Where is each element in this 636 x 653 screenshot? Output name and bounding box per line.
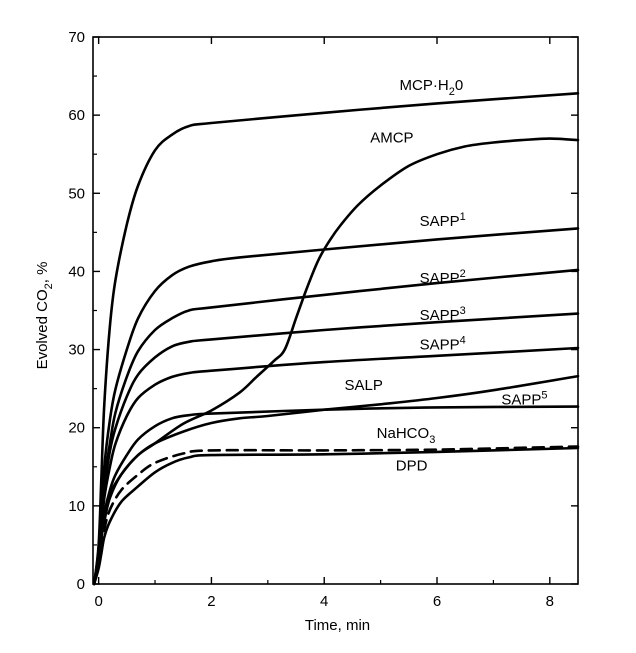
series-label-dpd: DPD bbox=[396, 458, 428, 475]
series-labels: MCP·H20 AMCP SAPP1 SAPP2 SAPP3 SAPP4 SALP SAPP5… bbox=[345, 77, 548, 475]
y-tick-label: 40 bbox=[68, 263, 85, 280]
plot-frame bbox=[92, 36, 579, 585]
x-tick-label: 4 bbox=[320, 593, 328, 610]
y-tick-label: 50 bbox=[68, 185, 85, 202]
y-tick-label: 30 bbox=[68, 342, 85, 359]
y-tick-label: 10 bbox=[68, 498, 85, 515]
series-label-sapp5: SAPP5 bbox=[501, 389, 547, 408]
series-label-sapp4: SAPP4 bbox=[420, 335, 466, 354]
x-tick-label: 2 bbox=[207, 593, 215, 610]
series-label-sapp3: SAPP3 bbox=[420, 305, 466, 324]
x-axis-title: Time, min bbox=[305, 617, 370, 634]
x-tick-label: 8 bbox=[546, 593, 554, 610]
y-tick-label: 70 bbox=[68, 29, 85, 46]
series-label-mcp-h20: MCP·H20 bbox=[400, 77, 464, 98]
y-tick-label: 0 bbox=[77, 576, 85, 593]
y-axis-title: Evolved CO2, % bbox=[34, 262, 55, 370]
y-tick-label: 60 bbox=[68, 107, 85, 124]
x-tick-label: 0 bbox=[94, 593, 102, 610]
series-label-sapp1: SAPP1 bbox=[420, 211, 466, 230]
series-label-nahco3: NaHCO3 bbox=[377, 425, 436, 446]
series-label-salp: SALP bbox=[345, 377, 383, 394]
x-tick-label: 6 bbox=[433, 593, 441, 610]
series-label-amcp: AMCP bbox=[370, 129, 413, 146]
series-line-nahco3 bbox=[92, 445, 580, 586]
series-label-sapp2: SAPP2 bbox=[420, 268, 466, 287]
series-line-mcp-h20 bbox=[92, 92, 580, 586]
series-line-sapp5 bbox=[92, 405, 580, 586]
y-tick-label: 20 bbox=[68, 420, 85, 437]
y-axis-ticks: 0 10 20 30 40 50 60 70 bbox=[68, 29, 578, 593]
series-line-dpd bbox=[92, 446, 580, 586]
series-curves bbox=[92, 92, 580, 586]
series-line-sapp4 bbox=[92, 346, 580, 586]
